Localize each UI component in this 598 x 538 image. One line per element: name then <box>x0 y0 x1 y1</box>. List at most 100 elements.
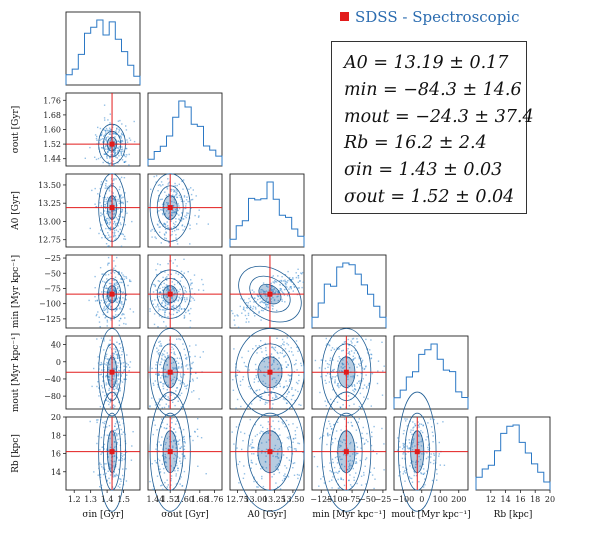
sample-point <box>257 295 259 298</box>
sample-point <box>178 214 180 216</box>
y-tick-label: 18 <box>51 431 61 440</box>
sample-point <box>164 313 166 315</box>
sample-point <box>331 438 333 440</box>
sample-point <box>118 149 120 152</box>
sample-point <box>288 350 290 353</box>
sample-point <box>319 437 321 440</box>
sample-point <box>421 440 423 442</box>
sample-point <box>114 155 116 157</box>
sample-point <box>185 203 187 205</box>
sample-point <box>358 363 360 365</box>
sample-point <box>324 367 326 370</box>
sample-point <box>285 467 288 469</box>
sample-point <box>101 132 103 134</box>
sample-point <box>105 296 107 298</box>
sample-point <box>274 398 276 400</box>
sample-point <box>119 387 121 389</box>
sample-point <box>324 400 326 402</box>
sample-point <box>170 484 172 486</box>
sample-point <box>332 389 334 391</box>
sample-point <box>262 485 265 488</box>
sample-point <box>101 488 104 491</box>
sample-point <box>160 209 162 211</box>
sample-point <box>200 437 203 439</box>
sample-point <box>120 478 122 480</box>
sample-point <box>176 387 178 389</box>
sample-point <box>320 478 322 480</box>
sample-point <box>117 375 119 377</box>
x-tick-label: 1.2 <box>68 495 81 504</box>
sample-point <box>121 418 123 420</box>
sample-point <box>108 450 110 452</box>
sample-point <box>174 396 176 399</box>
sample-point <box>104 420 106 423</box>
sample-point <box>183 383 185 385</box>
sample-point <box>288 459 291 461</box>
sample-point <box>325 405 327 407</box>
sample-point <box>102 391 104 393</box>
sample-point <box>433 454 435 456</box>
sample-point <box>162 387 165 390</box>
sample-point <box>353 352 355 354</box>
sample-point <box>161 407 163 409</box>
sample-point <box>156 361 158 363</box>
sample-point <box>129 308 131 310</box>
sample-point <box>106 361 108 364</box>
sample-point <box>157 190 159 192</box>
sample-point <box>263 374 265 376</box>
sample-point <box>178 207 181 210</box>
sample-point <box>256 486 258 488</box>
histogram-5 <box>475 424 551 490</box>
sample-point <box>168 313 171 315</box>
sample-point <box>116 127 118 129</box>
sample-point <box>372 449 374 452</box>
sample-point <box>109 229 111 231</box>
sample-point <box>175 272 177 274</box>
sample-point <box>255 300 257 303</box>
sample-point <box>325 344 328 346</box>
sample-point <box>301 273 303 275</box>
sample-point <box>107 456 109 458</box>
sample-point <box>108 464 110 466</box>
sample-point <box>119 424 121 426</box>
sample-point <box>151 463 153 465</box>
sample-point <box>109 401 111 404</box>
sample-point <box>409 477 411 479</box>
sample-point <box>272 290 274 292</box>
sample-point <box>156 347 158 349</box>
sample-point <box>284 354 287 357</box>
sample-point <box>113 233 116 235</box>
sample-point <box>297 287 299 289</box>
sample-point <box>118 213 121 215</box>
sample-point <box>243 299 245 301</box>
sample-point <box>165 284 168 286</box>
sample-point <box>419 451 421 454</box>
sample-point <box>118 320 121 322</box>
sample-point <box>158 450 160 452</box>
sample-point <box>185 216 187 219</box>
sample-point <box>179 305 181 307</box>
sample-point <box>121 350 123 353</box>
sample-point <box>424 478 426 480</box>
sample-point <box>162 488 164 491</box>
sample-point <box>110 392 112 394</box>
sample-point <box>116 354 119 356</box>
sample-point <box>347 363 349 365</box>
sample-point <box>284 348 287 350</box>
sample-point <box>167 316 169 318</box>
sample-point <box>247 304 249 306</box>
sample-point <box>381 341 383 343</box>
sample-point <box>349 353 351 356</box>
sample-point <box>348 351 350 353</box>
sample-point <box>113 282 116 285</box>
sample-point <box>122 233 124 236</box>
sample-point <box>101 237 103 239</box>
sample-point <box>112 352 114 355</box>
sample-point <box>265 455 267 457</box>
sample-point <box>121 123 123 125</box>
sample-point <box>172 313 175 316</box>
sample-point <box>107 383 110 385</box>
sample-point <box>178 367 180 369</box>
sample-point <box>179 306 181 308</box>
sample-point <box>253 476 255 478</box>
